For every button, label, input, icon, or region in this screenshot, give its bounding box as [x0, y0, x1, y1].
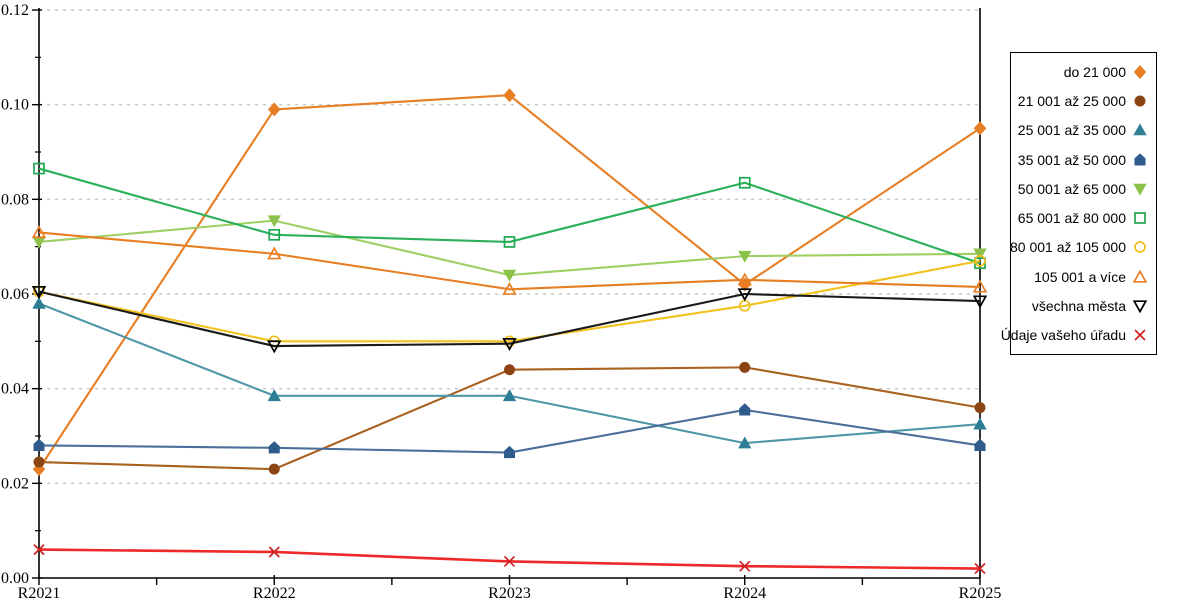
series-marker-0	[32, 462, 46, 477]
legend-item-9: Údaje vašeho úřadu	[1001, 327, 1148, 343]
series-marker-3	[504, 445, 515, 459]
legend-box: do 21 000 21 001 až 25 000 25 001 až 35 00…	[1001, 52, 1157, 355]
legend-item-1: 21 001 až 25 000	[1017, 92, 1148, 109]
series-marker-1	[974, 402, 986, 414]
legend-marker-square-icon	[1134, 212, 1146, 224]
series-marker-8	[31, 285, 47, 299]
legend-item-6: 80 001 až 105 000	[1010, 239, 1148, 255]
legend-label: 80 001 až 105 000	[1010, 239, 1126, 256]
legend-marker-triangle-up-icon	[1132, 269, 1148, 283]
y-tick-label: 0.10	[1, 97, 29, 114]
y-tick-label: 0.04	[1, 381, 29, 398]
series-marker-7	[737, 272, 752, 286]
legend-label: 65 001 až 80 000	[1017, 210, 1126, 227]
legend-marker-diamond-icon	[1133, 64, 1147, 79]
legend-label: Údaje vašeho úřadu	[1000, 327, 1126, 344]
series-marker-9	[739, 560, 751, 572]
legend-marker-triangle-down-icon	[1133, 183, 1147, 196]
series-marker-8	[972, 295, 988, 309]
legend-marker-circle-icon	[1134, 95, 1146, 107]
series-marker-2	[32, 296, 46, 309]
series-marker-4	[973, 248, 987, 261]
legend-label: 35 001 až 50 000	[1017, 151, 1126, 168]
legend-label: všechna města	[1031, 298, 1126, 315]
legend-item-7: 105 001 a více	[1019, 269, 1148, 285]
series-marker-7	[267, 246, 282, 260]
legend-label: do 21 000	[1063, 63, 1126, 80]
series-marker-1	[504, 364, 515, 376]
series-marker-6	[974, 255, 986, 267]
x-tick-label: R2021	[18, 585, 61, 600]
series-marker-5	[738, 176, 751, 189]
legend-item-5: 65 001 až 80 000	[1017, 210, 1148, 227]
series-marker-1	[33, 456, 45, 468]
series-marker-0	[973, 121, 987, 136]
y-tick-label: 0.00	[1, 570, 29, 587]
series-marker-3	[974, 438, 986, 451]
legend-marker-triangle-down-icon	[1132, 300, 1148, 314]
legend-label: 25 001 až 35 000	[1017, 122, 1126, 139]
x-tick-label: R2025	[959, 585, 1002, 600]
y-tick-label: 0.08	[1, 191, 29, 208]
series-marker-0	[267, 102, 281, 117]
legend-marker-triangle-up-icon	[1133, 123, 1147, 136]
series-marker-3	[268, 441, 280, 454]
legend-marker-circle-icon	[1134, 241, 1146, 254]
series-marker-3	[739, 403, 751, 416]
legend-label: 21 001 až 25 000	[1017, 92, 1126, 109]
series-line-8	[38, 290, 981, 348]
x-tick-label: R2023	[488, 585, 531, 600]
legend-item-0: do 21 000	[1019, 64, 1148, 80]
legend-label: 105 001 a více	[1034, 268, 1126, 285]
series-marker-5	[503, 236, 516, 248]
series-marker-1	[268, 463, 280, 475]
series-marker-4	[267, 215, 281, 228]
series-line-9	[38, 548, 981, 570]
series-marker-8	[737, 288, 752, 302]
legend-item-4: 50 001 až 65 000	[1017, 180, 1148, 197]
y-tick-label: 0.12	[1, 2, 29, 19]
series-marker-9	[503, 555, 516, 568]
series-line-4	[38, 219, 981, 277]
x-tick-label: R2022	[253, 585, 296, 600]
y-tick-label: 0.06	[1, 286, 29, 303]
series-marker-2	[973, 417, 987, 430]
series-line-7	[38, 231, 981, 291]
series-marker-3	[33, 438, 45, 451]
series-marker-4	[502, 269, 517, 282]
series-marker-5	[268, 228, 281, 241]
legend-item-2: 25 001 až 35 000	[1017, 122, 1148, 139]
series-marker-8	[502, 338, 517, 352]
series-marker-9	[974, 562, 986, 575]
y-tick-label: 0.02	[1, 475, 29, 492]
series-marker-4	[738, 250, 752, 263]
series-marker-9	[33, 543, 45, 556]
series-marker-9	[268, 546, 280, 558]
series-marker-2	[738, 436, 752, 449]
legend-label: 50 001 až 65 000	[1017, 180, 1126, 197]
series-line-5	[38, 167, 981, 265]
series-line-6	[38, 259, 981, 343]
series-marker-8	[267, 340, 282, 354]
x-tick-label: R2024	[723, 585, 766, 600]
series-marker-7	[972, 279, 988, 293]
series-marker-1	[739, 361, 751, 373]
series-marker-0	[503, 88, 516, 103]
series-marker-2	[267, 389, 281, 402]
legend-item-3: 35 001 až 50 000	[1017, 151, 1148, 168]
legend-marker-x-icon	[1134, 329, 1146, 341]
legend-marker-pentagon-icon	[1134, 152, 1146, 166]
series-marker-2	[502, 389, 517, 402]
legend-item-8: všechna města	[1019, 298, 1148, 314]
series-marker-7	[502, 281, 517, 295]
series-marker-7	[31, 225, 47, 239]
series-marker-5	[33, 162, 45, 175]
